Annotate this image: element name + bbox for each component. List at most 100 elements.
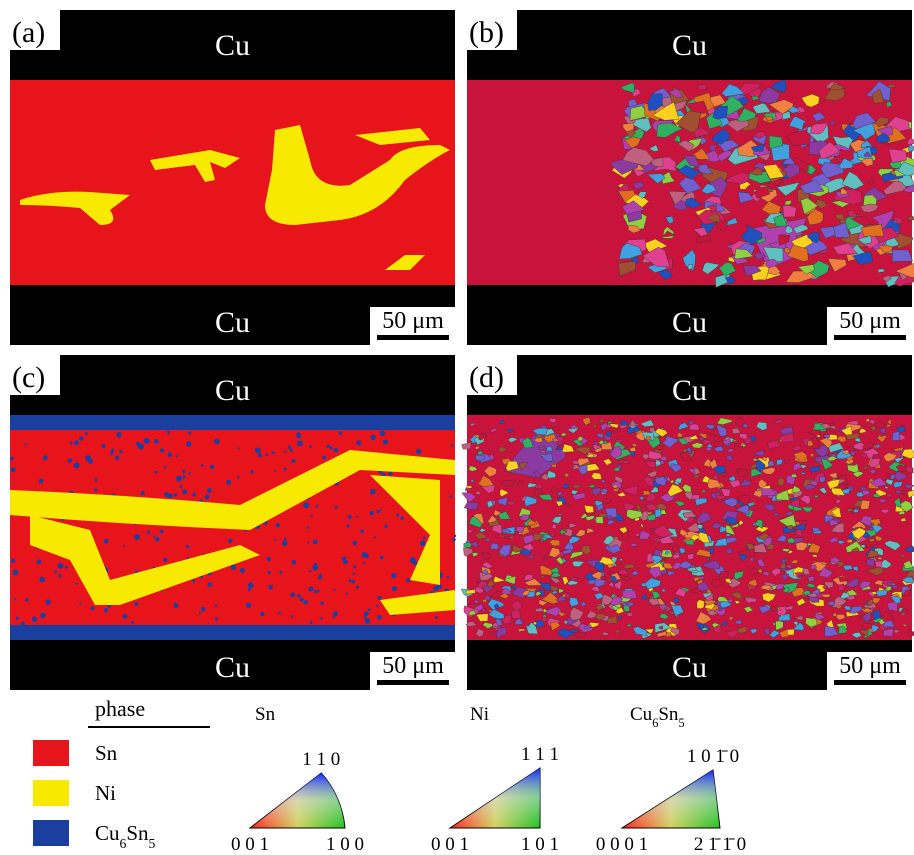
- cu6sn5-speck: [377, 510, 380, 513]
- cu6sn5-speck: [317, 590, 319, 592]
- ipf-left: 0 0 0 1: [596, 834, 648, 855]
- text-part: Sn: [658, 704, 679, 725]
- cu6sn5-speck: [335, 506, 338, 509]
- cu6sn5-speck: [45, 599, 50, 604]
- cu6sn5-speck: [119, 450, 122, 453]
- cu6sn5-speck: [356, 586, 359, 589]
- panel-label: (a): [12, 16, 45, 49]
- ipf-title: Ni: [470, 704, 489, 725]
- cu6sn5-speck: [447, 576, 450, 579]
- cu6sn5-speck: [110, 451, 113, 454]
- cu6sn5-speck: [154, 439, 159, 444]
- cu6sn5-speck: [388, 471, 392, 475]
- cu6sn5-speck: [363, 562, 365, 564]
- ipf-top: 1 1 0: [302, 749, 340, 770]
- grain: [655, 449, 659, 452]
- panel: (a)CuCu50 μm: [10, 10, 455, 345]
- grain: [905, 484, 914, 488]
- cu6sn5-speck: [248, 582, 254, 588]
- cu6sn5-speck: [276, 523, 280, 527]
- cu6sn5-speck: [396, 513, 399, 516]
- cu6sn5-speck: [377, 615, 382, 620]
- cu6sn5-speck: [383, 439, 388, 444]
- grain: [801, 472, 805, 474]
- scale-bar-label: 50 μm: [382, 653, 444, 679]
- cu6sn5-speck: [269, 586, 272, 589]
- cu6sn5-speck: [240, 568, 245, 573]
- grain: [606, 432, 611, 437]
- cu6sn5-speck: [116, 432, 121, 437]
- cu6sn5-speck: [334, 448, 339, 453]
- cu6sn5-speck: [186, 441, 191, 446]
- cu6sn5-speck: [258, 453, 262, 457]
- cu6sn5-speck: [376, 605, 378, 607]
- text-part: Sn: [126, 821, 149, 845]
- cu6sn5-speck: [364, 611, 369, 616]
- cu6sn5-speck: [392, 586, 397, 591]
- grain: [714, 441, 723, 447]
- cu6sn5-speck: [13, 570, 19, 576]
- cu6sn5-speck: [248, 588, 251, 591]
- cu6sn5-speck: [353, 573, 355, 575]
- cu6sn5-speck: [39, 577, 45, 583]
- cu6sn5-speck: [90, 606, 94, 610]
- grain: [626, 613, 633, 616]
- cu6sn5-speck: [155, 537, 160, 542]
- scale-bar-label: 50 μm: [839, 653, 901, 679]
- grain: [901, 518, 906, 521]
- scale-bar-label: 50 μm: [839, 308, 901, 334]
- cu6sn5-speck: [410, 557, 416, 563]
- legend-entry: Sn: [95, 741, 118, 765]
- cu6sn5-speck: [160, 448, 164, 452]
- panel: (c)CuCu50 μm: [10, 355, 456, 690]
- cu6sn5-speck: [272, 451, 275, 454]
- cu6sn5-speck: [322, 456, 326, 460]
- cu6sn5-speck: [288, 446, 291, 449]
- cu6sn5-speck: [280, 571, 283, 574]
- cu6sn5-speck: [360, 530, 364, 534]
- cu6sn5-speck: [303, 502, 309, 508]
- cu-top: Cu: [215, 29, 250, 62]
- cu6sn5-speck: [380, 431, 385, 436]
- cu6sn5-speck: [266, 453, 269, 456]
- cu6sn5-speck: [163, 558, 167, 562]
- cu6sn5-speck: [102, 444, 106, 448]
- cu6sn5-speck: [377, 596, 381, 600]
- panel-label: (b): [469, 16, 504, 49]
- cu6sn5-speck: [401, 516, 404, 519]
- cu6sn5-speck: [65, 566, 68, 569]
- cu6sn5-speck: [274, 538, 276, 540]
- cu6sn5-speck: [245, 530, 247, 532]
- legend-swatch: [33, 820, 69, 846]
- ipf-top: 1 1 1: [521, 744, 559, 765]
- cu6sn5-speck: [300, 597, 304, 601]
- cu6sn5-speck: [134, 602, 138, 606]
- cu6sn5-speck: [164, 466, 167, 469]
- cu6sn5-speck: [16, 617, 19, 620]
- cu6sn5-speck: [449, 495, 452, 498]
- text-part: Sn: [95, 741, 118, 765]
- cu6sn5-speck: [14, 598, 16, 600]
- cu6sn5-speck: [345, 560, 349, 564]
- cu-top: Cu: [672, 29, 707, 62]
- cu6sn5-speck: [25, 598, 29, 602]
- cu6sn5-speck: [260, 612, 264, 616]
- cu6sn5-speck: [452, 538, 455, 541]
- cu-top: Cu: [672, 374, 707, 407]
- cu6sn5-speck: [255, 447, 261, 453]
- cu6sn5-speck: [160, 530, 164, 534]
- ipf-top: 1 0 1̄ 0: [687, 746, 739, 767]
- ipf-shade: [450, 768, 540, 828]
- panel-label: (d): [469, 361, 504, 394]
- cu6sn5-speck: [347, 524, 350, 527]
- cu6sn5-speck: [246, 603, 251, 608]
- cu6sn5-speck: [231, 565, 236, 570]
- ipf-title: Sn: [255, 704, 276, 725]
- legend-swatch: [33, 740, 69, 766]
- cu6sn5-speck: [250, 470, 253, 473]
- cu6sn5-speck: [201, 464, 204, 467]
- cu6sn5-speck: [313, 540, 318, 545]
- ipf-shade: [250, 773, 345, 828]
- grain: [706, 447, 712, 451]
